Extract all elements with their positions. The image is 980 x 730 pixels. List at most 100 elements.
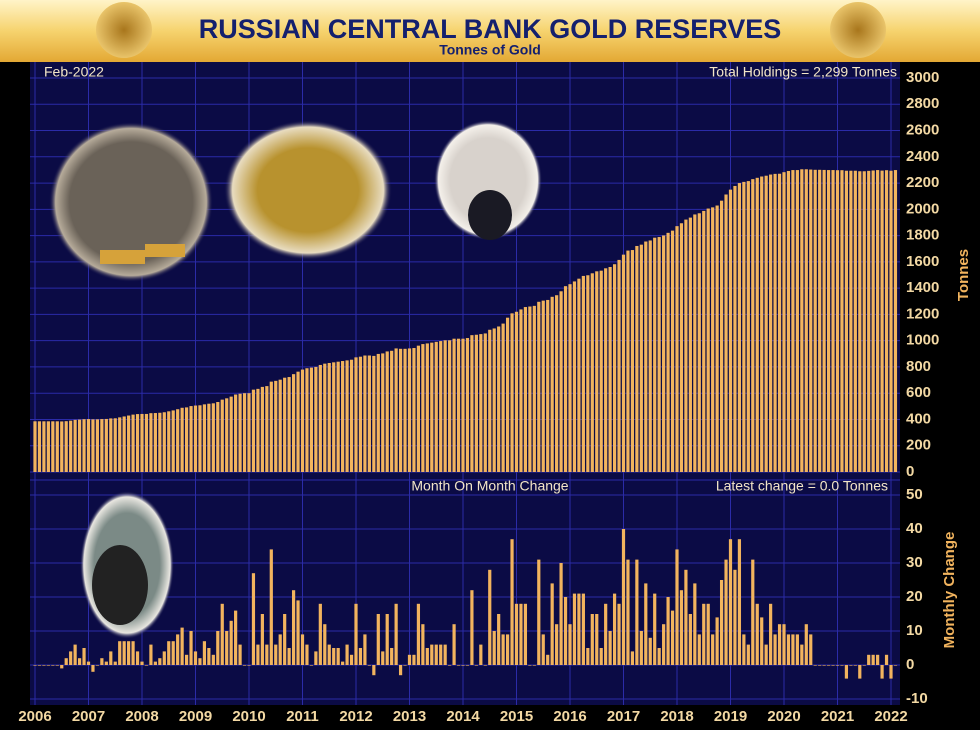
bar xyxy=(474,665,478,666)
bar xyxy=(33,421,37,472)
bar xyxy=(688,614,692,665)
bar xyxy=(635,245,639,472)
bar xyxy=(497,614,501,665)
bar xyxy=(358,356,363,472)
bar xyxy=(332,648,336,665)
bar xyxy=(153,413,157,472)
bar xyxy=(341,361,345,472)
bar xyxy=(198,658,202,665)
bars xyxy=(33,169,898,679)
bar xyxy=(791,170,795,472)
bar xyxy=(425,648,429,665)
bar xyxy=(247,393,251,472)
bar xyxy=(546,654,550,665)
bar xyxy=(728,189,733,472)
photo-gold-bar xyxy=(145,244,185,257)
x-tick-label: 2016 xyxy=(553,708,586,725)
bar xyxy=(728,539,733,665)
bar xyxy=(546,299,550,472)
bar xyxy=(291,374,296,472)
bar xyxy=(314,651,318,665)
bar xyxy=(844,665,849,679)
bar xyxy=(822,665,826,666)
bar xyxy=(265,644,269,665)
labels: Feb-2022 Total Holdings = 2,299 Tonnes M… xyxy=(18,64,972,725)
bar xyxy=(439,341,443,472)
bar xyxy=(662,624,666,665)
bar xyxy=(358,648,363,665)
bar xyxy=(461,338,465,472)
bar xyxy=(541,634,545,665)
bar xyxy=(51,665,55,666)
bar xyxy=(813,665,817,666)
bar xyxy=(572,593,577,665)
bar xyxy=(309,367,314,472)
bar xyxy=(122,416,126,472)
bar xyxy=(470,590,474,665)
bar xyxy=(555,295,559,472)
y-tick-label: 2000 xyxy=(906,200,939,217)
bar xyxy=(657,237,661,472)
bar xyxy=(719,580,724,665)
bar xyxy=(742,634,746,665)
bar xyxy=(719,200,724,472)
bar xyxy=(666,597,670,665)
bar xyxy=(327,362,331,472)
bar xyxy=(621,529,626,665)
bar xyxy=(568,624,572,665)
x-tick-label: 2007 xyxy=(72,708,105,725)
y-tick-label: 0 xyxy=(906,463,914,480)
bar xyxy=(113,418,117,472)
photos xyxy=(49,120,542,639)
bar xyxy=(180,627,184,665)
bar xyxy=(862,171,866,472)
emblem xyxy=(830,2,886,58)
bar xyxy=(559,563,563,665)
bar xyxy=(73,419,77,472)
bar xyxy=(354,603,358,665)
bar xyxy=(809,169,813,472)
bar xyxy=(225,631,229,665)
photo xyxy=(224,120,392,260)
y-tick-label: 600 xyxy=(906,384,931,401)
bar xyxy=(398,348,403,472)
bar xyxy=(403,348,407,472)
bar xyxy=(55,421,59,472)
bar xyxy=(104,661,108,665)
bar xyxy=(604,603,608,665)
bar xyxy=(826,665,831,666)
bar xyxy=(193,405,198,472)
bar xyxy=(158,412,162,472)
y-tick-label: 50 xyxy=(906,486,923,503)
bar xyxy=(514,603,519,665)
bar xyxy=(782,172,786,472)
bar xyxy=(131,414,135,472)
bar xyxy=(675,549,679,665)
bar xyxy=(225,398,229,472)
bar xyxy=(679,590,684,665)
bar xyxy=(180,407,184,472)
bar xyxy=(693,214,697,473)
bar xyxy=(737,539,742,665)
bar xyxy=(711,207,715,472)
bar xyxy=(840,170,844,473)
bar xyxy=(394,603,398,665)
bar xyxy=(724,194,728,472)
bar xyxy=(492,631,496,665)
bar xyxy=(55,665,59,666)
bar xyxy=(443,644,447,665)
bar xyxy=(648,637,652,665)
bar xyxy=(586,648,590,665)
bar xyxy=(858,171,862,472)
bar xyxy=(135,414,140,472)
bar xyxy=(519,603,523,665)
bar xyxy=(42,421,46,472)
bar xyxy=(715,617,719,665)
bar xyxy=(791,634,795,665)
bar xyxy=(176,634,180,665)
bar xyxy=(283,377,287,472)
y-tick-label: 10 xyxy=(906,622,923,639)
bar xyxy=(251,389,256,472)
bar xyxy=(702,603,706,665)
header-band xyxy=(0,0,980,62)
